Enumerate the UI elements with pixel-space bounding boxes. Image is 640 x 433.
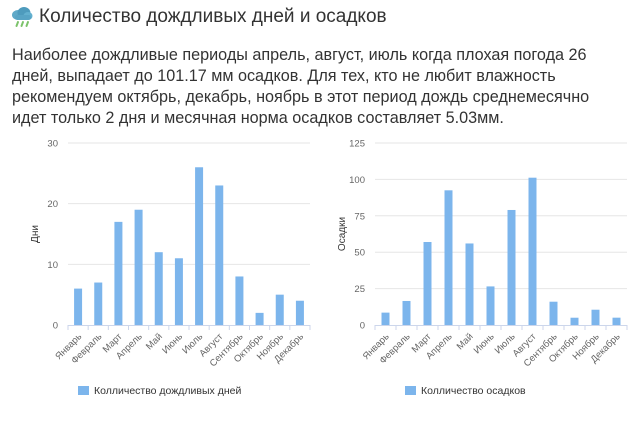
chart2-bar[interactable] [444, 190, 453, 325]
chart2-bar[interactable] [486, 286, 495, 325]
chart2-bar[interactable] [549, 301, 558, 325]
chart1-y-tick-label: 0 [53, 321, 58, 332]
chart2-bar[interactable] [507, 209, 516, 325]
chart2-legend-swatch[interactable] [405, 386, 416, 395]
chart1-y-tick-label: 30 [47, 139, 58, 150]
chart2-bar[interactable] [465, 243, 474, 325]
chart2-bar[interactable] [612, 317, 621, 325]
chart2-y-tick-label: 75 [354, 211, 365, 222]
chart1-y-tick-label: 20 [47, 199, 58, 210]
chart2-y-tick-label: 0 [360, 321, 365, 332]
chart1-bar[interactable] [154, 252, 163, 325]
rain-cloud-icon [12, 7, 33, 27]
chart1-y-axis-label: Дни [30, 225, 41, 243]
chart1-legend-swatch[interactable] [78, 386, 89, 395]
chart1-bar[interactable] [94, 282, 103, 325]
chart1-legend-label[interactable]: Колличество дождливых дней [94, 385, 241, 397]
chart2-y-axis-label: Осадки [337, 217, 348, 251]
chart2-y-tick-label: 25 [354, 284, 365, 295]
chart2-bar[interactable] [402, 300, 411, 325]
page-title: Количество дождливых дней и осадков [39, 6, 387, 27]
chart1-y-tick-label: 10 [47, 260, 58, 271]
chart1-bar[interactable] [295, 300, 304, 325]
chart2-legend-label[interactable]: Колличество осадков [421, 385, 526, 397]
chart2-x-tick-label: Июнь [472, 331, 497, 356]
chart1-bar[interactable] [114, 221, 123, 325]
chart1-bar[interactable] [275, 294, 284, 325]
description-text: Наиболее дождливые периоды апрель, авгус… [12, 46, 590, 127]
chart1-bar[interactable] [215, 185, 224, 325]
chart2-bar[interactable] [381, 312, 390, 325]
precipitation-chart: 0255075100125ОсадкиЯнварьФевральМартАпре… [337, 139, 628, 397]
chart1-bar[interactable] [235, 276, 244, 325]
chart1-bar[interactable] [134, 209, 143, 325]
chart2-bar[interactable] [591, 309, 600, 325]
chart2-y-tick-label: 125 [349, 139, 365, 150]
chart1-bar[interactable] [74, 288, 83, 325]
header: Количество дождливых дней и осадков [10, 5, 387, 29]
chart1-bar[interactable] [255, 312, 264, 325]
chart2-bar[interactable] [528, 177, 537, 325]
chart2-y-tick-label: 100 [349, 175, 365, 186]
chart2-bar[interactable] [570, 317, 579, 325]
chart2-y-tick-label: 50 [354, 248, 365, 259]
chart1-bar[interactable] [174, 258, 183, 325]
chart2-bar[interactable] [423, 242, 432, 325]
chart1-x-tick-label: Июнь [160, 331, 185, 356]
chart1-bar[interactable] [195, 167, 204, 325]
